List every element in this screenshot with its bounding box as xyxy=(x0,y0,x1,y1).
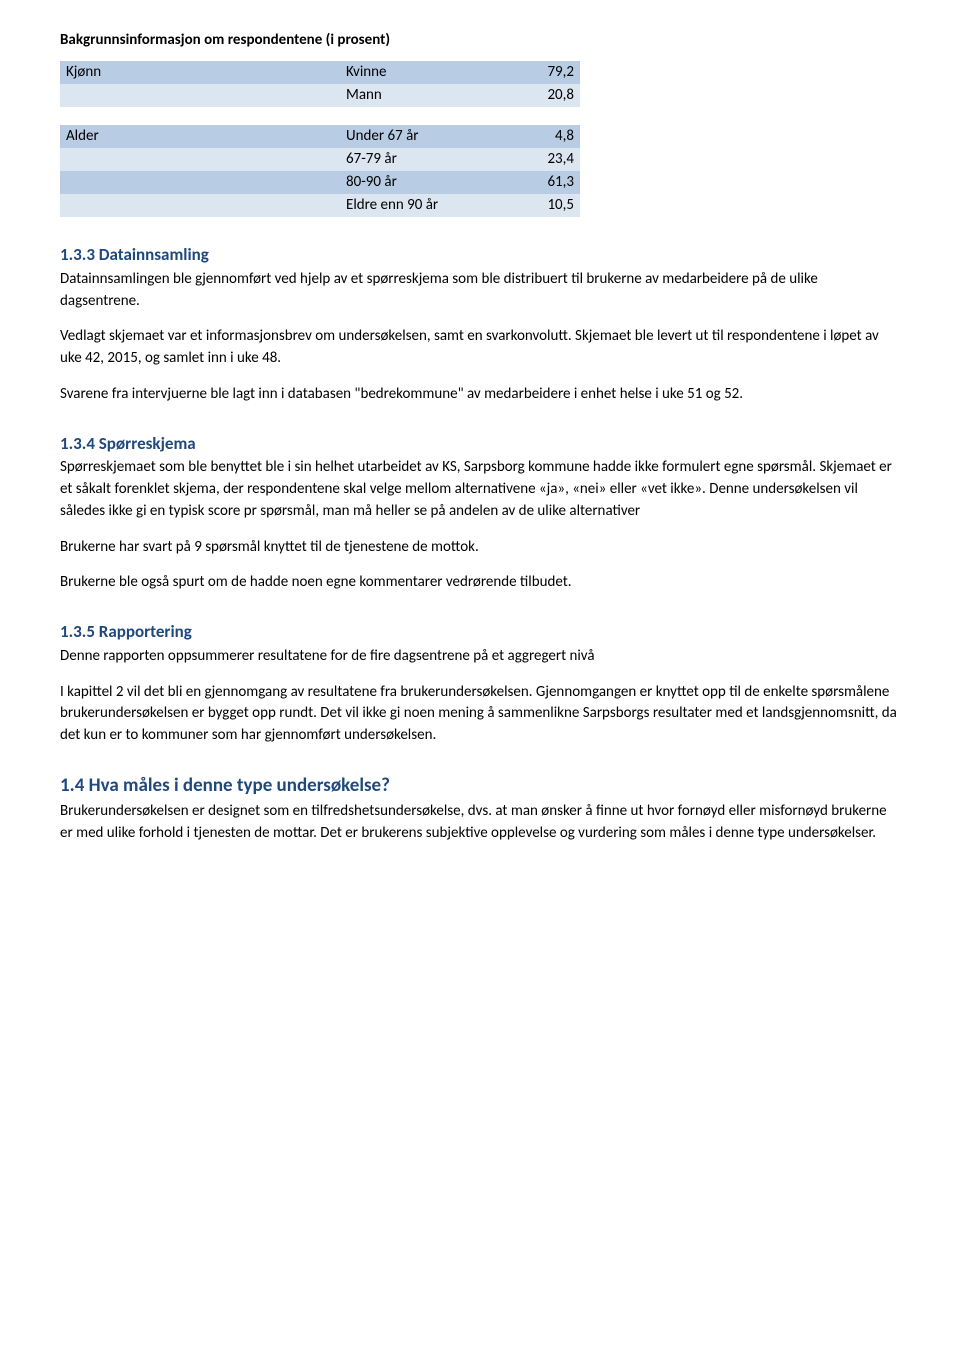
table-cell-category: Mann xyxy=(340,84,500,107)
paragraph: Brukerne har svart på 9 spørsmål knyttet… xyxy=(60,537,900,559)
heading-1-4: 1.4 Hva måles i denne type undersøkelse? xyxy=(60,773,900,800)
paragraph: Brukerne ble også spurt om de hadde noen… xyxy=(60,572,900,594)
paragraph: Vedlagt skjemaet var et informasjonsbrev… xyxy=(60,326,900,370)
heading-1-3-3: 1.3.3 Datainnsamling xyxy=(60,243,900,267)
table-cell-value: 10,5 xyxy=(500,194,580,217)
page-title: Bakgrunnsinformasjon om respondentene (i… xyxy=(60,30,900,51)
paragraph: Datainnsamlingen ble gjennomført ved hje… xyxy=(60,269,900,313)
table-cell-label: Kjønn xyxy=(60,61,340,84)
paragraph: I kapittel 2 vil det bli en gjennomgang … xyxy=(60,682,900,747)
table-cell-label: Alder xyxy=(60,125,340,148)
table-cell-value: 23,4 xyxy=(500,148,580,171)
table-cell-category xyxy=(340,107,500,125)
table-row xyxy=(60,107,580,125)
paragraph: Denne rapporten oppsummerer resultatene … xyxy=(60,646,900,668)
table-cell-category: Kvinne xyxy=(340,61,500,84)
table-cell-value xyxy=(500,107,580,125)
table-row: 67-79 år23,4 xyxy=(60,148,580,171)
table-row: AlderUnder 67 år4,8 xyxy=(60,125,580,148)
table-cell-value: 61,3 xyxy=(500,171,580,194)
table-cell-value: 79,2 xyxy=(500,61,580,84)
table-cell-label xyxy=(60,194,340,217)
table-cell-category: Under 67 år xyxy=(340,125,500,148)
paragraph: Svarene fra intervjuerne ble lagt inn i … xyxy=(60,384,900,406)
heading-1-3-4: 1.3.4 Spørreskjema xyxy=(60,432,900,456)
table-cell-value: 20,8 xyxy=(500,84,580,107)
table-row: KjønnKvinne79,2 xyxy=(60,61,580,84)
table-cell-label xyxy=(60,171,340,194)
table-cell-label xyxy=(60,84,340,107)
table-cell-category: 80-90 år xyxy=(340,171,500,194)
paragraph: Spørreskjemaet som ble benyttet ble i si… xyxy=(60,457,900,522)
table-row: 80-90 år61,3 xyxy=(60,171,580,194)
paragraph: Brukerundersøkelsen er designet som en t… xyxy=(60,801,900,845)
table-cell-value: 4,8 xyxy=(500,125,580,148)
table-cell-label xyxy=(60,148,340,171)
demographics-table: KjønnKvinne79,2Mann20,8 AlderUnder 67 år4… xyxy=(60,61,580,217)
table-cell-category: 67-79 år xyxy=(340,148,500,171)
table-cell-label xyxy=(60,107,340,125)
table-row: Mann20,8 xyxy=(60,84,580,107)
table-cell-category: Eldre enn 90 år xyxy=(340,194,500,217)
heading-1-3-5: 1.3.5 Rapportering xyxy=(60,620,900,644)
table-row: Eldre enn 90 år10,5 xyxy=(60,194,580,217)
